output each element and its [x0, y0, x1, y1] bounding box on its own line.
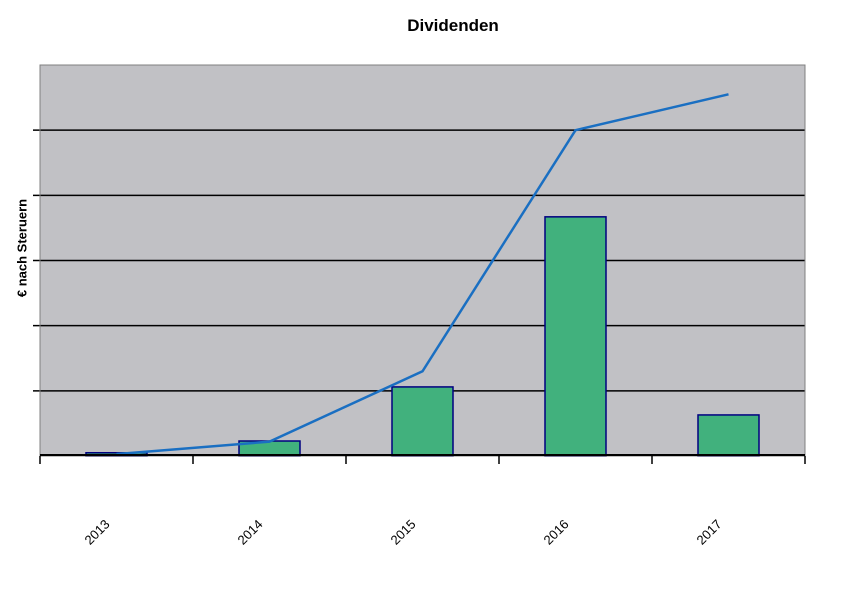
x-tick-label-2015: 2015: [388, 517, 419, 548]
x-tick-label-2013: 2013: [82, 517, 113, 548]
x-tick-label-2016: 2016: [541, 517, 572, 548]
bar-2015: [391, 386, 454, 457]
bar-2017: [697, 414, 760, 457]
x-tick-label-2017: 2017: [694, 517, 725, 548]
bar-2016: [544, 216, 607, 457]
trend-line: [116, 93, 729, 456]
x-tick-label-2014: 2014: [235, 517, 266, 548]
chart-title: Dividenden: [407, 16, 499, 35]
